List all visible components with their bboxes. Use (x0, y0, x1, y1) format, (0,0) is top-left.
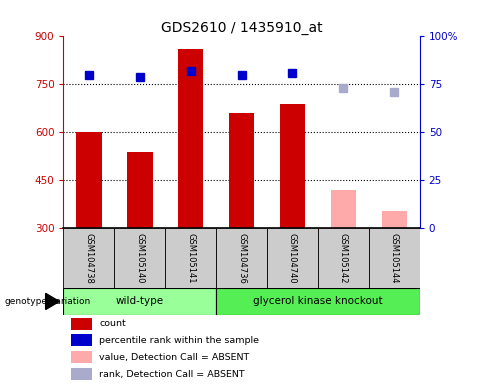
Text: GSM104738: GSM104738 (84, 233, 93, 284)
Text: wild-type: wild-type (116, 296, 164, 306)
Bar (63, 228, 114, 288)
Bar (267, 228, 318, 288)
Bar (63, 288, 216, 315)
Text: rank, Detection Call = ABSENT: rank, Detection Call = ABSENT (99, 369, 244, 379)
Bar (229, 113, 254, 228)
Bar (178, 49, 203, 228)
Text: count: count (99, 319, 126, 328)
Bar (114, 228, 165, 288)
Bar (71, 368, 92, 380)
Polygon shape (46, 293, 60, 310)
Bar (76, 132, 102, 228)
Text: GSM104740: GSM104740 (288, 233, 297, 283)
Text: GSM105140: GSM105140 (135, 233, 144, 283)
Text: genotype/variation: genotype/variation (5, 297, 91, 306)
Text: GSM104736: GSM104736 (237, 233, 246, 284)
Text: GSM105141: GSM105141 (186, 233, 195, 283)
Bar (71, 318, 92, 329)
Bar (165, 228, 216, 288)
Bar (280, 104, 305, 228)
Text: value, Detection Call = ABSENT: value, Detection Call = ABSENT (99, 353, 249, 362)
Bar (382, 211, 407, 228)
Bar (331, 190, 356, 228)
Bar (216, 228, 267, 288)
Text: GSM105142: GSM105142 (339, 233, 348, 283)
Title: GDS2610 / 1435910_at: GDS2610 / 1435910_at (161, 22, 323, 35)
Bar (127, 152, 152, 228)
Bar (71, 351, 92, 363)
Text: percentile rank within the sample: percentile rank within the sample (99, 336, 259, 345)
Bar (71, 334, 92, 346)
Bar (318, 228, 369, 288)
Bar (369, 228, 420, 288)
Bar (216, 288, 420, 315)
Text: GSM105144: GSM105144 (390, 233, 399, 283)
Text: glycerol kinase knockout: glycerol kinase knockout (253, 296, 383, 306)
